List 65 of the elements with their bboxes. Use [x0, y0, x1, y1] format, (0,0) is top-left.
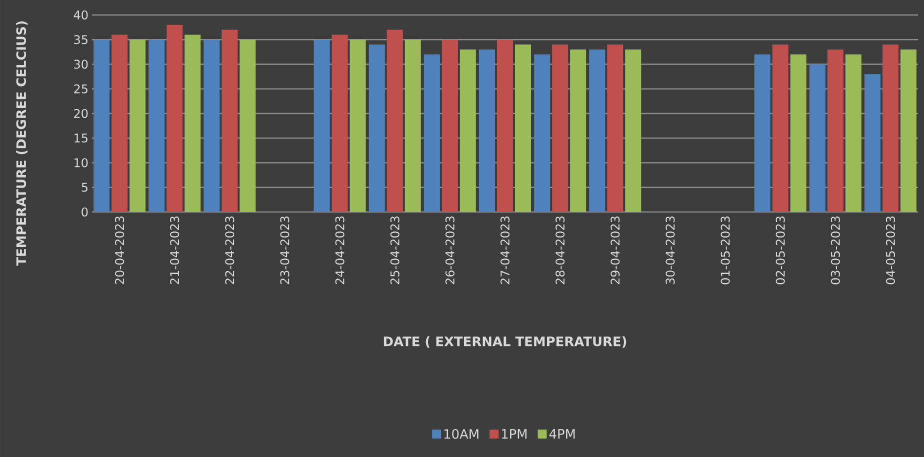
bar	[166, 24, 183, 212]
bar	[442, 40, 458, 212]
bar	[790, 54, 806, 212]
bar	[515, 44, 531, 212]
x-tick-label: 22-04-2023	[225, 216, 234, 284]
legend-label: 4PM	[549, 429, 575, 439]
y-tick-label: 10	[74, 158, 88, 168]
bar	[314, 40, 330, 212]
x-tick-label: 03-05-2023	[830, 216, 840, 284]
y-tick-label: 15	[74, 134, 88, 143]
bar	[148, 40, 165, 212]
bar	[130, 40, 146, 212]
x-tick-label: 29-04-2023	[610, 216, 620, 284]
bar	[552, 44, 568, 212]
y-tick-label: 25	[74, 84, 88, 94]
bar	[112, 34, 128, 212]
x-tick-label: 01-05-2023	[720, 216, 730, 284]
bar	[845, 54, 862, 212]
legend-label: 1PM	[502, 429, 526, 439]
bar	[900, 49, 916, 212]
bar	[368, 44, 385, 212]
bar	[240, 40, 256, 212]
x-tick-label: 25-04-2023	[390, 216, 400, 284]
legend-label: 10AM	[444, 429, 478, 439]
x-tick-label: 21-04-2023	[170, 216, 180, 284]
bar	[570, 49, 586, 212]
bar	[222, 30, 238, 212]
x-tick-label: 28-04-2023	[556, 216, 565, 284]
x-tick-label: 24-04-2023	[335, 216, 344, 284]
y-tick-label: 35	[74, 35, 88, 44]
x-tick-label: 23-04-2023	[280, 216, 290, 284]
x-tick-label: 04-05-2023	[886, 216, 895, 284]
x-tick-label: 02-05-2023	[776, 216, 785, 284]
x-tick-label: 27-04-2023	[500, 216, 510, 284]
x-tick-label: 30-04-2023	[666, 216, 675, 284]
bar	[94, 40, 110, 212]
bar	[204, 40, 220, 212]
y-tick-label: 0	[82, 207, 88, 217]
bar	[350, 40, 366, 212]
x-tick-label: 26-04-2023	[445, 216, 454, 284]
x-tick-label: 20-04-2023	[115, 216, 124, 284]
y-tick-label: 5	[82, 182, 88, 192]
bar	[424, 54, 440, 212]
bar	[809, 64, 826, 212]
bar	[754, 54, 770, 212]
bar	[479, 49, 496, 212]
bar	[460, 49, 476, 212]
y-tick-label: 40	[74, 10, 88, 20]
bar	[497, 40, 514, 212]
bar	[404, 40, 421, 212]
bar	[184, 34, 201, 212]
bar	[882, 44, 898, 212]
bar	[386, 30, 403, 212]
bar	[827, 49, 844, 212]
bar	[625, 49, 642, 212]
y-tick-label: 30	[74, 60, 88, 69]
bar	[864, 74, 880, 212]
bar	[607, 44, 624, 212]
bar	[332, 34, 348, 212]
x-axis-title: DATE ( EXTERNAL TEMPERATURE)	[384, 336, 626, 348]
y-axis-title: TEMPERATURE (DEGREE CELCIUS)	[16, 21, 28, 266]
bar	[534, 54, 550, 212]
bar	[589, 49, 606, 212]
y-tick-label: 20	[74, 108, 88, 118]
bar	[772, 44, 788, 212]
